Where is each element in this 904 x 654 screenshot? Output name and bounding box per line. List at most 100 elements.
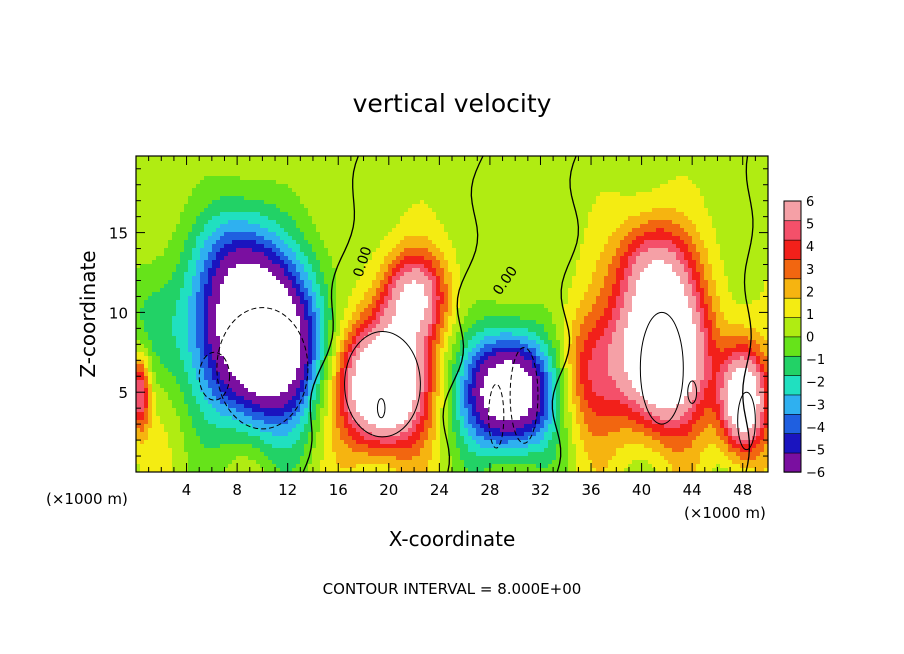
field-cell [332,248,337,253]
field-cell [700,192,705,197]
field-cell [476,228,481,233]
field-cell [320,264,325,269]
field-cell [668,176,673,181]
field-cell [256,268,261,273]
field-cell [164,240,169,245]
field-cell [444,168,449,173]
field-cell [160,212,165,217]
field-cell [504,256,509,261]
field-cell [440,220,445,225]
field-cell [712,220,717,225]
field-cell [324,244,329,249]
field-cell [540,172,545,177]
field-cell [200,268,205,273]
field-cell [144,164,149,169]
field-cell [264,272,269,277]
field-cell [480,260,485,265]
field-cell [340,232,345,237]
field-cell [144,276,149,281]
field-cell [724,276,729,281]
field-cell [216,256,221,261]
field-cell [596,204,601,209]
field-cell [712,240,717,245]
field-cell [184,240,189,245]
field-cell [272,184,277,189]
field-cell [700,240,705,245]
field-cell [724,216,729,221]
field-cell [360,216,365,221]
field-cell [680,244,685,249]
field-cell [384,208,389,213]
field-cell [272,176,277,181]
field-cell [144,236,149,241]
field-cell [736,252,741,257]
field-cell [464,248,469,253]
field-cell [448,232,453,237]
field-cell [184,232,189,237]
field-cell [620,260,625,265]
field-cell [148,212,153,217]
field-cell [460,204,465,209]
field-cell [312,232,317,237]
field-cell [764,260,768,265]
field-cell [488,264,493,269]
field-cell [272,164,277,169]
field-cell [508,240,513,245]
field-cell [496,244,501,249]
field-cell [752,184,757,189]
field-cell [156,156,161,161]
field-cell [256,236,261,241]
field-cell [472,168,477,173]
field-cell [716,228,721,233]
field-cell [308,248,313,253]
field-cell [460,252,465,257]
field-cell [384,220,389,225]
field-cell [400,236,405,241]
field-cell [764,224,768,229]
field-cell [496,248,501,253]
field-cell [388,228,393,233]
field-cell [660,228,665,233]
field-cell [508,228,513,233]
field-cell [624,244,629,249]
field-cell [416,228,421,233]
field-cell [568,160,573,165]
field-cell [148,208,153,213]
field-cell [708,244,713,249]
field-cell [144,168,149,173]
field-cell [224,196,229,201]
field-cell [236,224,241,229]
field-cell [288,228,293,233]
field-cell [528,280,533,285]
field-cell [564,184,569,189]
field-cell [404,256,409,261]
field-cell [340,280,345,285]
field-cell [264,176,269,181]
field-cell [368,244,373,249]
field-cell [228,256,233,261]
field-cell [616,248,621,253]
field-cell [352,260,357,265]
field-cell [756,168,761,173]
field-cell [360,276,365,281]
field-cell [200,220,205,225]
field-cell [408,176,413,181]
field-cell [576,268,581,273]
field-cell [624,224,629,229]
field-cell [632,192,637,197]
field-cell [664,200,669,205]
field-cell [220,220,225,225]
field-cell [420,208,425,213]
field-cell [688,160,693,165]
field-cell [316,168,321,173]
field-cell [640,236,645,241]
field-cell [608,200,613,205]
field-cell [692,212,697,217]
field-cell [312,196,317,201]
field-cell [732,220,737,225]
field-cell [488,248,493,253]
field-cell [720,252,725,257]
field-cell [596,260,601,265]
field-cell [228,188,233,193]
field-cell [304,172,309,177]
